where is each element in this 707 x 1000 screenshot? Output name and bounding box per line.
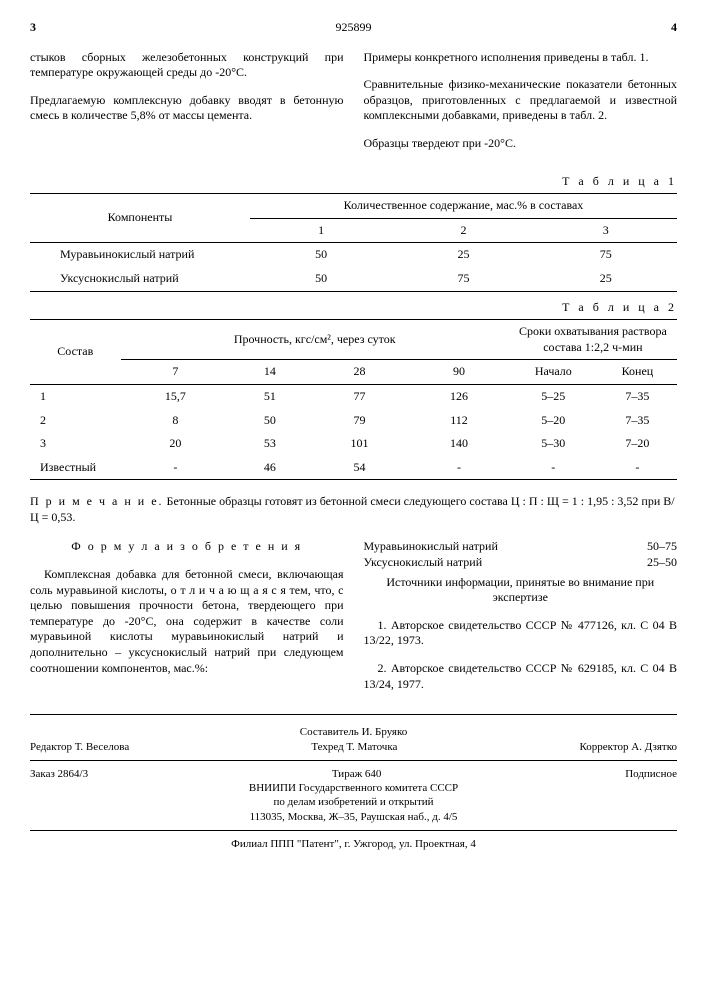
tech: Техред Т. Маточка [311,740,397,754]
right-column: Примеры конкретного исполнения приведены… [364,38,678,164]
t1-r2-v3: 25 [535,267,677,291]
doc-number: 925899 [336,20,372,36]
t1-col3: 3 [535,218,677,243]
text-columns: стыков сборных железобетонных конструкци… [30,38,677,164]
page-right: 4 [671,20,677,36]
t2-cell: 53 [230,432,310,456]
ingredient-row: Муравьинокислый натрий 50–75 [364,539,678,555]
footer: Составитель И. Бруяко Редактор Т. Весело… [30,725,677,851]
t2-cell: 126 [409,384,509,408]
t2-cell: 5–25 [509,384,598,408]
editor: Редактор Т. Веселова [30,740,129,754]
left-column: стыков сборных железобетонных конструкци… [30,38,344,164]
t2-row-name: 2 [30,409,121,433]
formula-columns: Ф о р м у л а и з о б р е т е н и я Комп… [30,539,677,704]
t1-r1-name: Муравьинокислый натрий [30,243,250,267]
t1-r1-v2: 25 [392,243,534,267]
t2-row-name: Известный [30,456,121,480]
t2-h-sostav: Состав [30,320,121,385]
t1-r1-v1: 50 [250,243,392,267]
note: П р и м е ч а н и е. Бетонные образцы го… [30,494,677,525]
t2-row-name: 1 [30,384,121,408]
ingr1-name: Муравьинокислый натрий [364,539,498,555]
ingr2-range: 25–50 [647,555,677,571]
left-p2: Предлагаемую комплексную добавку вводят … [30,93,344,124]
source2: 2. Авторское свидетельство СССР № 629185… [364,661,678,692]
t1-r2-name: Уксуснокислый натрий [30,267,250,291]
t2-cell: 7–35 [598,409,677,433]
table2-label: Т а б л и ц а 2 [30,300,677,316]
t2-cell: - [409,456,509,480]
t2-cell: - [121,456,230,480]
source1: 1. Авторское свидетельство СССР № 477126… [364,618,678,649]
table1: Компоненты Количественное содержание, ма… [30,193,677,291]
t2-cell: 101 [310,432,410,456]
t2-cell: 20 [121,432,230,456]
t1-r2-v1: 50 [250,267,392,291]
t2-cell: 5–30 [509,432,598,456]
t2-d7: 7 [121,360,230,385]
tirazh: Тираж 640 [332,767,382,781]
right-p2: Сравнительные физико-механические показа… [364,77,678,124]
t2-cell: 7–35 [598,384,677,408]
note-label: П р и м е ч а н и е. [30,494,164,508]
formula-right: Муравьинокислый натрий 50–75 Уксуснокисл… [364,539,678,704]
ingr2-name: Уксуснокислый натрий [364,555,483,571]
t2-cell: 8 [121,409,230,433]
t1-r2-v2: 75 [392,267,534,291]
t2-d14: 14 [230,360,310,385]
formula-title: Ф о р м у л а и з о б р е т е н и я [30,539,344,555]
page-left: 3 [30,20,36,36]
t2-h-strength: Прочность, кгс/см², через суток [121,320,509,360]
branch: Филиал ППП "Патент", г. Ужгород, ул. Про… [30,837,677,851]
formula-body: Комплексная добавка для бетонной смеси, … [30,567,344,676]
ingredient-row: Уксуснокислый натрий 25–50 [364,555,678,571]
compiler: Составитель И. Бруяко [30,725,677,739]
org2: по делам изобретений и открытий [30,795,677,809]
table2: Состав Прочность, кгс/см², через суток С… [30,319,677,480]
t2-cell: 79 [310,409,410,433]
right-p3: Образцы твердеют при -20°С. [364,136,678,152]
t2-end: Конец [598,360,677,385]
t2-d28: 28 [310,360,410,385]
ingr1-range: 50–75 [647,539,677,555]
t2-start: Начало [509,360,598,385]
t2-h-set: Сроки охватывания раствора состава 1:2,2… [509,320,677,360]
left-p1: стыков сборных железобетонных конструкци… [30,50,344,81]
t2-cell: 140 [409,432,509,456]
t2-cell: 15,7 [121,384,230,408]
org1: ВНИИПИ Государственного комитета СССР [30,781,677,795]
t2-d90: 90 [409,360,509,385]
subscription: Подписное [625,767,677,781]
t2-cell: 112 [409,409,509,433]
t2-cell: 46 [230,456,310,480]
corrector: Корректор А. Дзятко [579,740,677,754]
formula-left: Ф о р м у л а и з о б р е т е н и я Комп… [30,539,344,704]
t1-col1: 1 [250,218,392,243]
t2-cell: 7–20 [598,432,677,456]
order: Заказ 2864/3 [30,767,88,781]
t1-col2: 2 [392,218,534,243]
page-header: 3 925899 4 [30,20,677,36]
address: 113035, Москва, Ж–35, Раушская наб., д. … [30,810,677,824]
t2-cell: 5–20 [509,409,598,433]
t2-cell: 50 [230,409,310,433]
table1-label: Т а б л и ц а 1 [30,174,677,190]
t2-cell: - [598,456,677,480]
t1-h-components: Компоненты [30,194,250,243]
t1-r1-v3: 75 [535,243,677,267]
t1-h-qty: Количественное содержание, мас.% в соста… [250,194,677,219]
sources-title: Источники информации, принятые во вниман… [364,575,678,606]
t2-row-name: 3 [30,432,121,456]
t2-cell: - [509,456,598,480]
t2-cell: 77 [310,384,410,408]
t2-cell: 54 [310,456,410,480]
right-p1: Примеры конкретного исполнения приведены… [364,50,678,66]
t2-cell: 51 [230,384,310,408]
